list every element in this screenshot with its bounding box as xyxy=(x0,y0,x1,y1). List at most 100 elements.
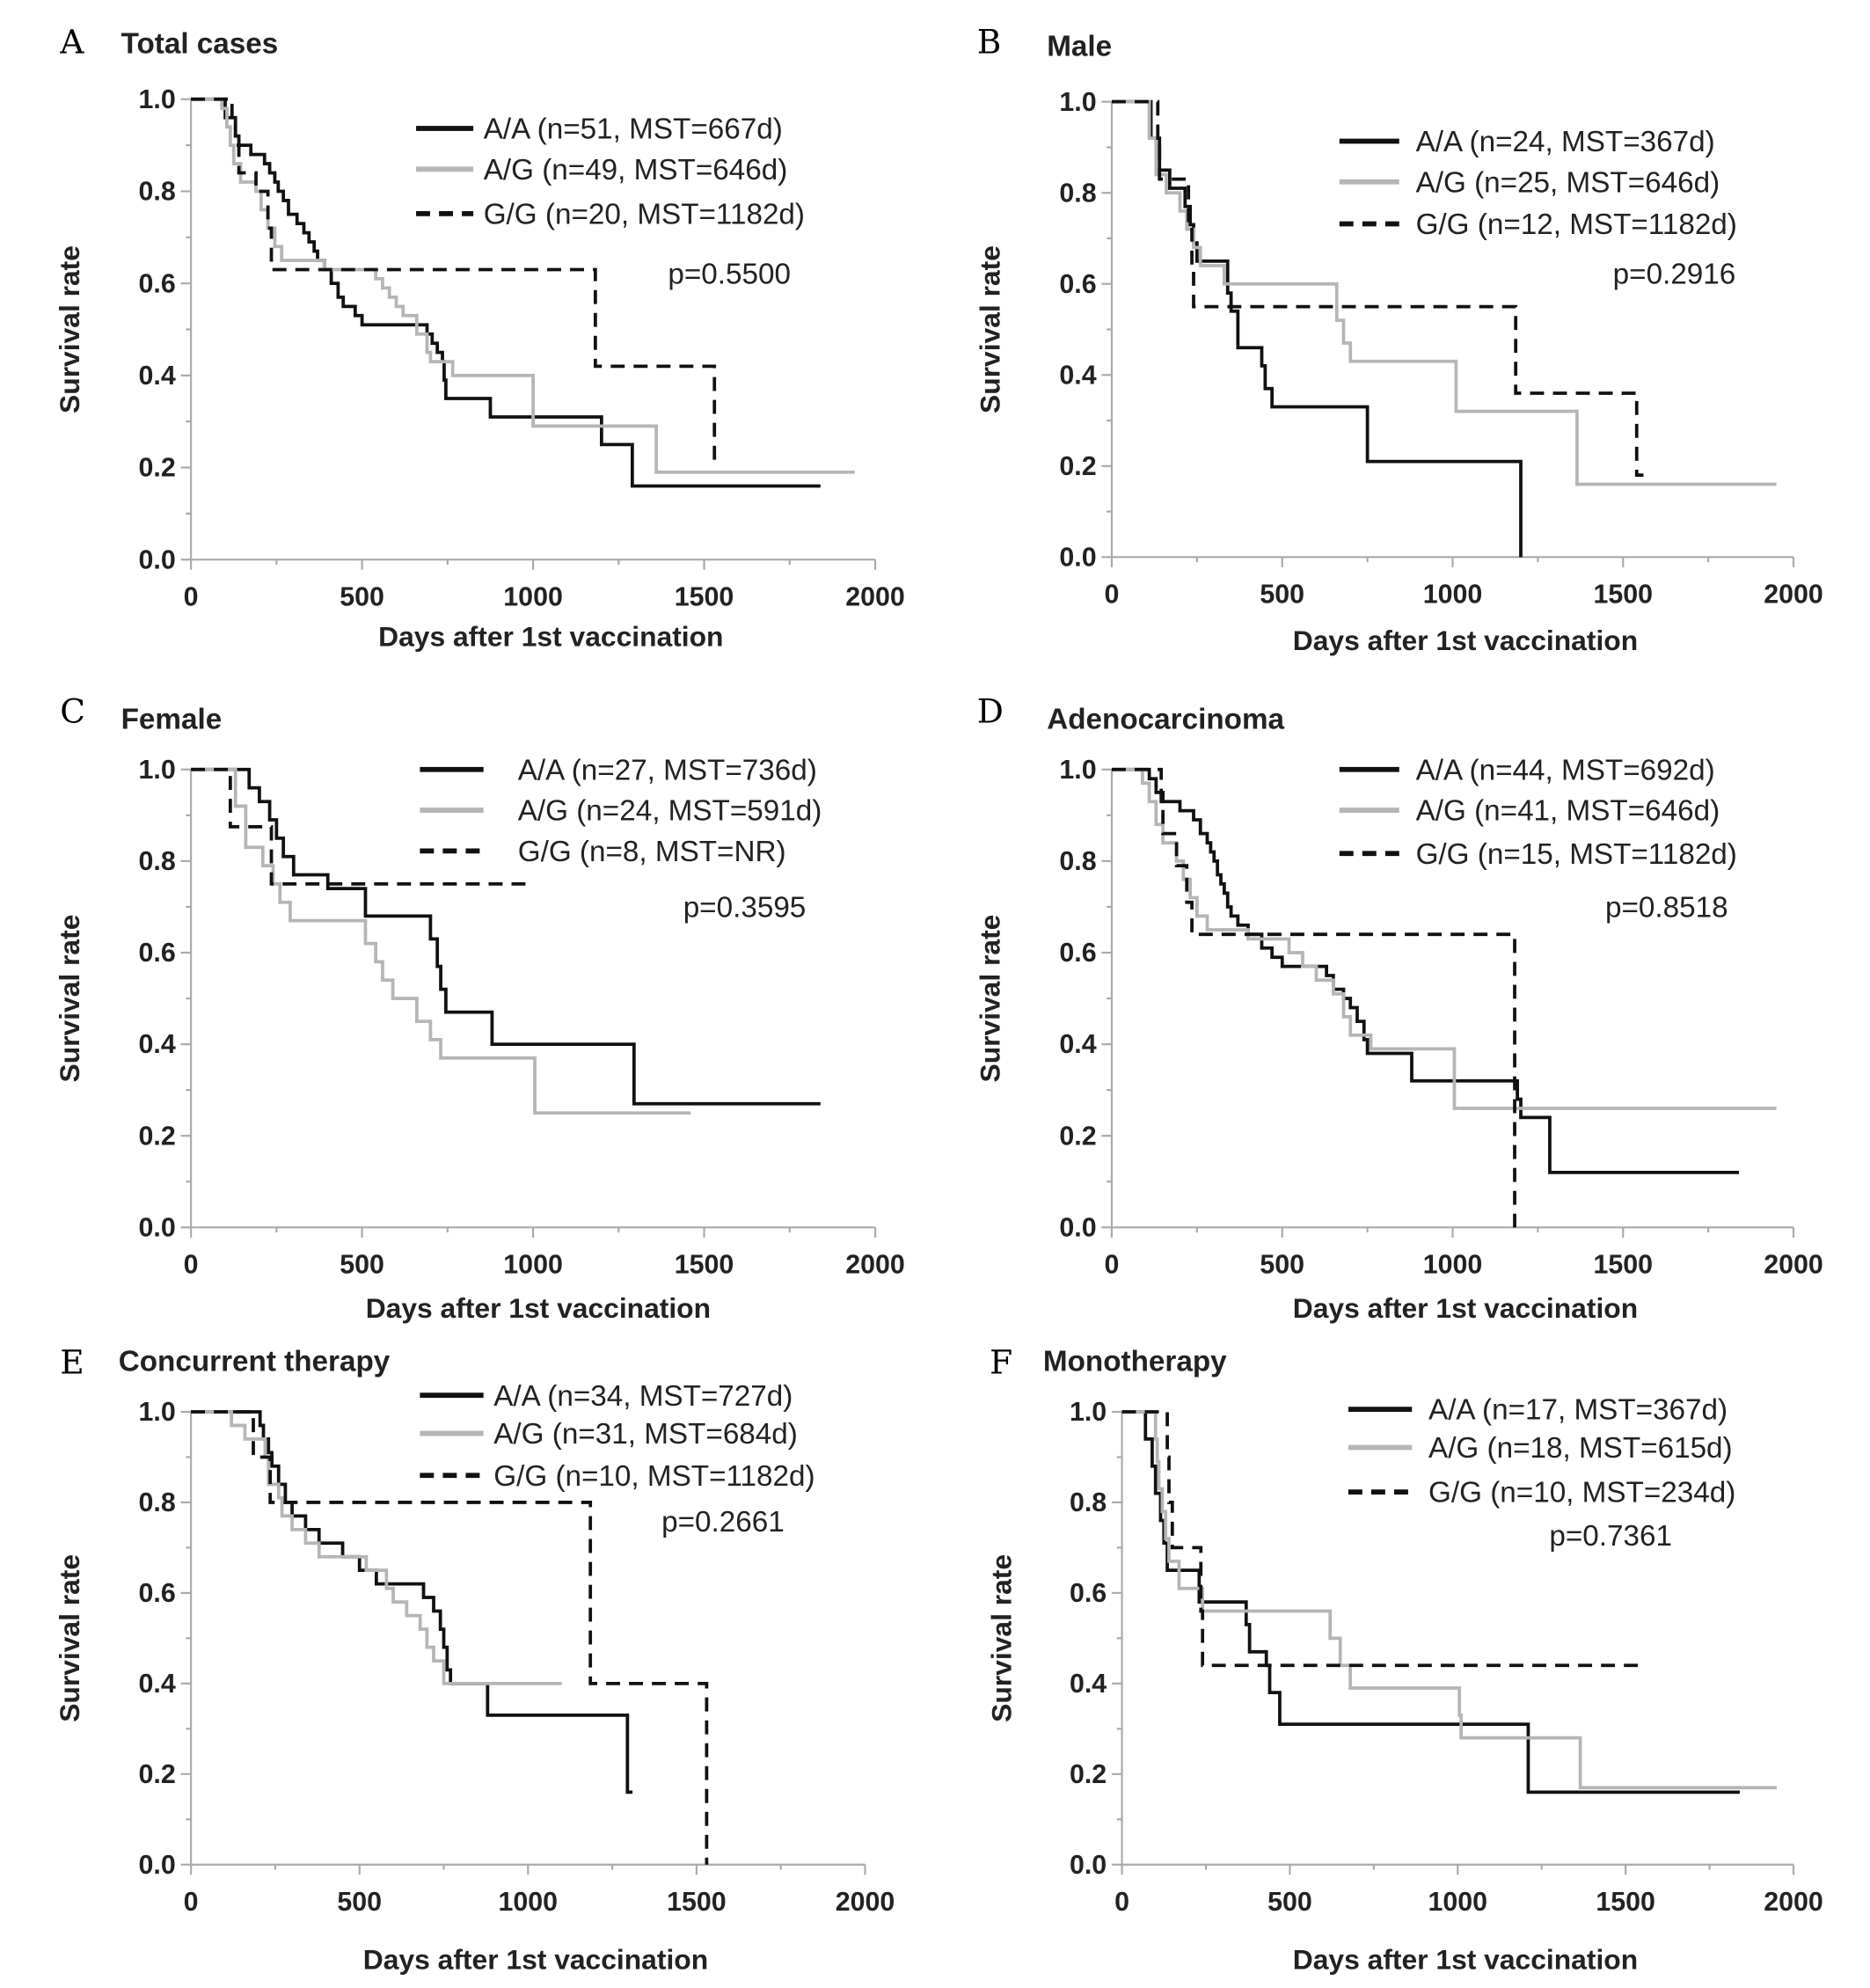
p-value: p=0.3595 xyxy=(683,892,807,925)
y-tick-label: 0.8 xyxy=(139,178,176,207)
legend-entry: G/G (n=10, MST=1182d) xyxy=(493,1460,814,1493)
panel-title: Male xyxy=(1047,31,1112,63)
x-tick-label: 500 xyxy=(1267,1888,1312,1917)
y-tick-label: 1.0 xyxy=(1059,88,1096,117)
p-value: p=0.2661 xyxy=(661,1506,785,1539)
y-tick-label: 0.2 xyxy=(139,1122,176,1151)
legend-entry: G/G (n=15, MST=1182d) xyxy=(1416,838,1737,871)
x-axis-label: Days after 1st vaccination xyxy=(1293,1943,1638,1975)
panel-title: Female xyxy=(121,704,223,736)
y-tick-label: 0.6 xyxy=(1070,1579,1107,1608)
y-tick-label: 0.0 xyxy=(1059,543,1096,572)
x-tick-label: 1000 xyxy=(1423,1250,1483,1279)
x-axis-label: Days after 1st vaccination xyxy=(363,1943,708,1975)
y-axis-label: Survival rate xyxy=(986,1554,1018,1722)
x-tick-label: 500 xyxy=(1260,580,1304,609)
y-axis-label: Survival rate xyxy=(54,1554,85,1722)
legend-entry: A/A (n=51, MST=667d) xyxy=(484,113,783,146)
y-tick-label: 0.4 xyxy=(139,362,176,391)
y-tick-label: 0.4 xyxy=(1059,1030,1096,1059)
p-value: p=0.5500 xyxy=(668,258,791,290)
y-tick-label: 0.8 xyxy=(1059,179,1096,208)
panel-title: Concurrent therapy xyxy=(119,1346,391,1378)
legend-entry: A/G (n=25, MST=646d) xyxy=(1416,166,1720,199)
y-tick-label: 0.2 xyxy=(1070,1760,1107,1789)
survival-curve-black xyxy=(1111,767,1740,1174)
y-axis-label: Survival rate xyxy=(54,915,85,1083)
panel-f: F Monotherapy 0.0 0.2 0.4 0.6 0.8 1.0 0 500 1000 15… xyxy=(986,1343,1823,1976)
x-tick-label: 1500 xyxy=(667,1888,727,1917)
p-value: p=0.7361 xyxy=(1549,1520,1672,1553)
panel-label: C xyxy=(60,691,85,730)
y-tick-label: 1.0 xyxy=(139,85,176,114)
x-tick-label: 0 xyxy=(1114,1888,1129,1917)
x-axis-label: Days after 1st vaccination xyxy=(378,621,723,653)
y-tick-label: 0.4 xyxy=(139,1030,176,1059)
x-axis-label: Days after 1st vaccination xyxy=(1293,625,1638,656)
x-tick-label: 500 xyxy=(340,1250,384,1279)
survival-curve-black xyxy=(1111,99,1523,558)
survival-curve-gray xyxy=(1111,767,1777,1110)
y-tick-label: 1.0 xyxy=(139,756,176,785)
x-tick-label: 1000 xyxy=(503,1250,563,1279)
y-tick-label: 0.0 xyxy=(139,1851,176,1880)
x-tick-label: 1000 xyxy=(503,582,563,611)
survival-curve-dashed xyxy=(191,1410,709,1865)
y-tick-label: 1.0 xyxy=(1070,1398,1107,1427)
survival-curve-dashed xyxy=(191,767,534,886)
survival-curve-gray xyxy=(191,767,691,1115)
panel-c: C Female 0.0 0.2 0.4 0.6 0.8 1.0 0 500 1000 1500 200… xyxy=(54,691,905,1324)
panel-title: Total cases xyxy=(121,28,279,61)
panel-b: B Male 0.0 0.2 0.4 0.6 0.8 1.0 0 500 1000 1500 2000 D… xyxy=(975,23,1823,656)
x-tick-label: 2000 xyxy=(1764,1888,1823,1917)
panel-label: D xyxy=(977,691,1004,730)
panel-a: A Total cases 0.0 0.2 0.4 0.6 0.8 1.0 0 500 1000 15… xyxy=(54,23,905,653)
x-tick-label: 1500 xyxy=(1596,1888,1655,1917)
legend-entry: A/A (n=24, MST=367d) xyxy=(1416,126,1715,158)
panel-title: Monotherapy xyxy=(1043,1346,1227,1378)
x-tick-label: 0 xyxy=(184,1888,199,1917)
y-tick-label: 0.8 xyxy=(1070,1488,1107,1517)
survival-curve-black xyxy=(1121,1410,1740,1794)
x-tick-label: 2000 xyxy=(1764,580,1823,609)
survival-curve-dashed xyxy=(1111,767,1516,1228)
survival-curve-gray xyxy=(191,1410,562,1685)
x-tick-label: 1500 xyxy=(1593,1250,1653,1279)
y-tick-label: 0.0 xyxy=(139,1213,176,1242)
y-tick-label: 0.2 xyxy=(1059,452,1096,481)
y-tick-label: 0.2 xyxy=(139,1760,176,1789)
legend-entry: A/A (n=34, MST=727d) xyxy=(493,1380,793,1413)
y-tick-label: 0.0 xyxy=(1070,1851,1107,1880)
panel-title: Adenocarcinoma xyxy=(1047,704,1284,736)
x-axis-label: Days after 1st vaccination xyxy=(1293,1292,1638,1324)
y-tick-label: 0.2 xyxy=(1059,1122,1096,1151)
x-tick-label: 500 xyxy=(1260,1250,1304,1279)
y-tick-label: 0.6 xyxy=(1059,270,1096,299)
y-tick-label: 0.4 xyxy=(139,1670,176,1699)
x-tick-label: 2000 xyxy=(1764,1250,1823,1279)
legend-entry: A/G (n=18, MST=615d) xyxy=(1428,1432,1733,1465)
y-tick-label: 0.4 xyxy=(1059,361,1096,390)
y-axis-label: Survival rate xyxy=(975,245,1006,413)
panel-label: F xyxy=(990,1343,1012,1382)
x-axis-label: Days after 1st vaccination xyxy=(366,1292,711,1324)
y-tick-label: 1.0 xyxy=(139,1398,176,1427)
x-tick-label: 0 xyxy=(1105,1250,1120,1279)
panel-d: D Adenocarcinoma 0.0 0.2 0.4 0.6 0.8 1.0 0 500 100… xyxy=(975,691,1823,1324)
x-tick-label: 1500 xyxy=(675,582,734,611)
x-tick-label: 1500 xyxy=(675,1250,734,1279)
panel-e: E Concurrent therapy 0.0 0.2 0.4 0.6 0.8 1.0 0 50… xyxy=(54,1343,895,1976)
x-tick-label: 0 xyxy=(184,1250,199,1279)
legend-entry: G/G (n=8, MST=NR) xyxy=(518,836,786,868)
y-tick-label: 1.0 xyxy=(1059,756,1096,785)
y-tick-label: 0.6 xyxy=(139,939,176,968)
legend-entry: A/A (n=17, MST=367d) xyxy=(1428,1394,1728,1427)
survival-curve-dashed xyxy=(1111,99,1644,478)
y-tick-label: 0.6 xyxy=(139,269,176,298)
x-tick-label: 0 xyxy=(184,582,199,611)
x-tick-label: 2000 xyxy=(845,582,905,611)
y-tick-label: 0.8 xyxy=(139,847,176,876)
x-tick-label: 1000 xyxy=(1428,1888,1488,1917)
y-tick-label: 0.8 xyxy=(139,1488,176,1517)
y-tick-label: 0.0 xyxy=(139,545,176,574)
